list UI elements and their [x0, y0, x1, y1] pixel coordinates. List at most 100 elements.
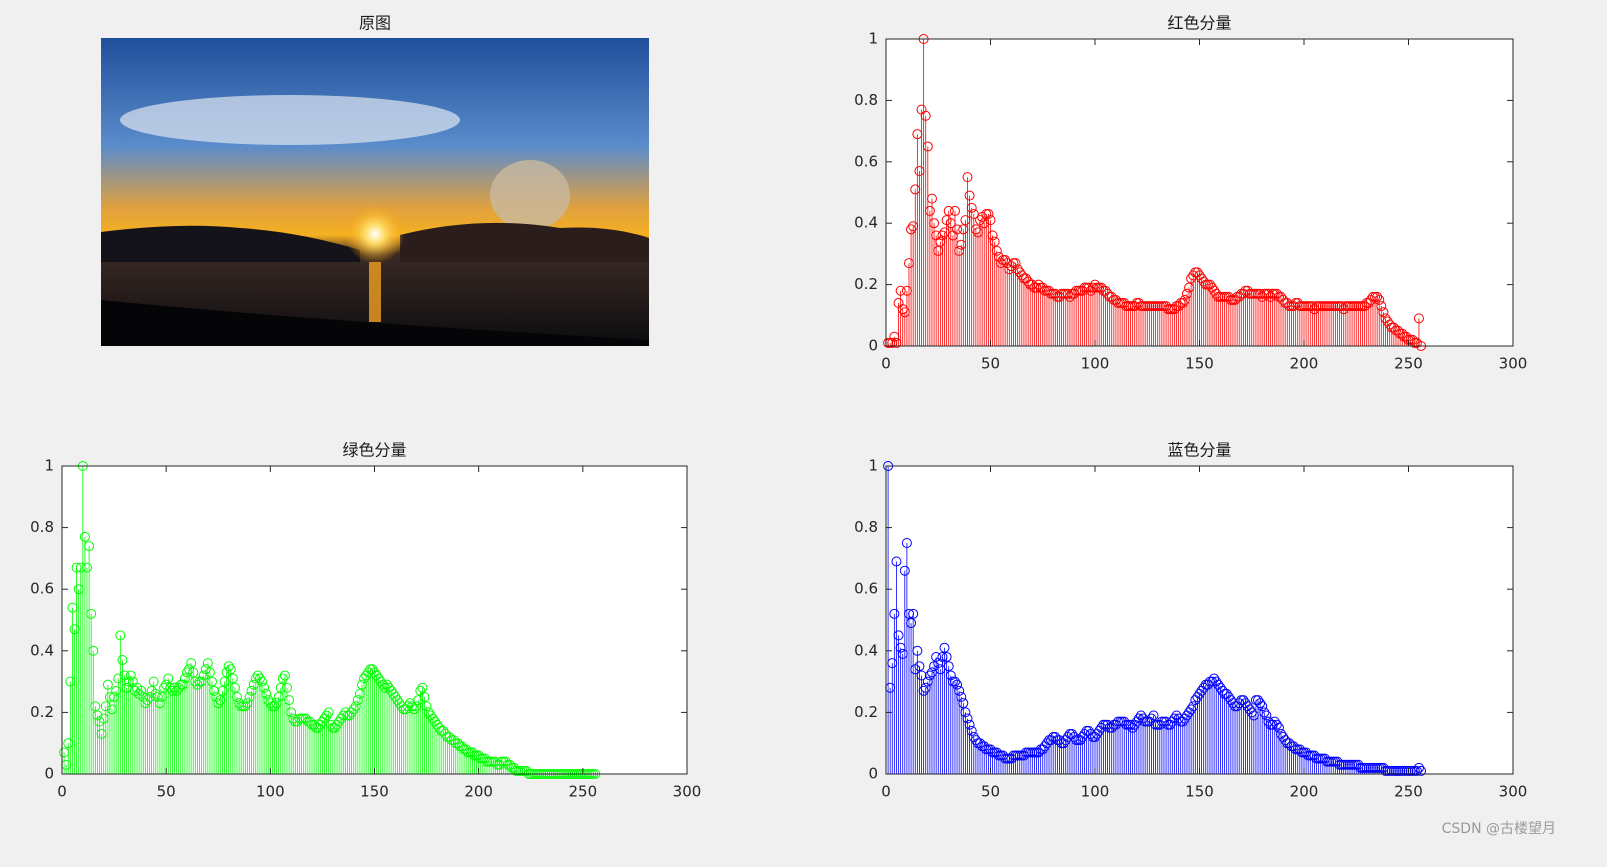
chart-title: 蓝色分量: [1167, 441, 1231, 460]
y-tick-label: 0.6: [854, 580, 878, 598]
stem-marker: [1010, 258, 1021, 269]
y-tick-label: 0: [868, 337, 878, 355]
stem-marker: [1372, 291, 1383, 302]
stem-marker: [893, 630, 904, 641]
image-panel: 原图: [101, 14, 649, 346]
stem-marker: [117, 655, 128, 666]
stem-marker: [261, 688, 272, 699]
x-tick-label: 200: [1290, 783, 1319, 801]
stem-marker: [86, 608, 97, 619]
stem-marker: [949, 676, 960, 687]
stem-marker: [84, 541, 95, 552]
stem-marker: [259, 682, 270, 693]
y-tick-label: 0: [868, 765, 878, 783]
stem-marker: [964, 719, 975, 730]
stem-marker: [926, 193, 937, 204]
y-tick-label: 0.4: [854, 641, 878, 659]
stem-marker: [284, 695, 295, 706]
stem-marker: [254, 673, 265, 684]
cloud: [490, 160, 570, 230]
watermark: CSDN @古楼望月: [1442, 821, 1556, 837]
y-tick-label: 0.4: [854, 214, 878, 232]
y-tick-label: 0.6: [854, 152, 878, 170]
stem-marker: [931, 651, 942, 662]
stem-marker: [232, 692, 242, 702]
x-tick-label: 300: [1499, 783, 1528, 801]
x-tick-label: 100: [1081, 355, 1110, 373]
stem-marker: [1374, 294, 1385, 305]
x-tick-label: 150: [1185, 355, 1214, 373]
stem-marker: [943, 205, 954, 216]
stem-marker: [929, 218, 940, 229]
y-tick-label: 0.6: [30, 580, 54, 598]
x-tick-label: 0: [881, 355, 891, 373]
stem-marker: [952, 679, 963, 690]
stem-marker: [891, 556, 902, 567]
y-tick-label: 1: [868, 30, 878, 48]
stem-marker: [1259, 707, 1270, 718]
x-tick-label: 50: [981, 355, 1000, 373]
x-tick-label: 250: [1394, 355, 1423, 373]
stem-marker: [421, 701, 432, 712]
stem-marker: [225, 664, 236, 675]
stem-marker: [163, 673, 174, 684]
stem-marker: [1416, 765, 1427, 776]
stem-marker: [922, 141, 933, 152]
sun: [345, 204, 405, 264]
stem-marker: [1271, 719, 1282, 730]
y-tick-label: 0.2: [854, 703, 878, 721]
stem-marker: [939, 642, 950, 653]
y-tick-label: 1: [44, 457, 54, 475]
stem-marker: [956, 692, 967, 702]
stem-marker: [419, 692, 430, 702]
stem-marker: [1273, 722, 1284, 733]
stem-marker: [150, 688, 161, 699]
stem-marker: [924, 205, 935, 216]
stem-marker: [943, 661, 954, 672]
stem-marker: [899, 565, 910, 576]
stem-marker: [223, 661, 234, 672]
x-tick-label: 100: [1081, 783, 1110, 801]
x-tick-label: 200: [464, 783, 493, 801]
stem-marker: [908, 608, 919, 619]
stem-marker: [82, 562, 92, 573]
x-tick-label: 50: [157, 783, 176, 801]
stem-marker: [962, 172, 973, 183]
stem-marker: [202, 658, 213, 669]
x-tick-label: 0: [881, 783, 891, 801]
y-tick-label: 0: [44, 765, 54, 783]
stem-marker: [964, 190, 975, 201]
stem-marker: [914, 661, 925, 672]
stem-chart: 0 50 100 150 200 250 300 0 0.2 0.4 0.6 0.8 1 绿色分量: [30, 441, 701, 801]
stem-marker: [90, 701, 101, 712]
stem-marker: [895, 285, 906, 296]
x-tick-label: 250: [1394, 783, 1423, 801]
stem-marker: [1413, 762, 1424, 773]
stem-marker: [79, 531, 90, 542]
stem-marker: [286, 707, 297, 718]
reflection: [369, 262, 381, 322]
stem-marker: [282, 682, 292, 693]
stem-marker: [148, 676, 159, 687]
x-tick-label: 200: [1290, 355, 1319, 373]
stem-chart: 0 50 100 150 200 250 300 0 0.2 0.4 0.6 0.8 1 红色分量: [854, 14, 1527, 373]
stem-marker: [417, 682, 428, 693]
stem-marker: [321, 710, 332, 721]
stem-marker: [1413, 313, 1424, 324]
stem-marker: [1376, 301, 1387, 312]
y-tick-label: 1: [868, 457, 878, 475]
y-tick-label: 0.2: [30, 703, 54, 721]
stem-marker: [960, 707, 971, 718]
x-tick-label: 150: [1185, 783, 1214, 801]
stem-marker: [279, 670, 290, 681]
stem-marker: [207, 676, 217, 687]
stem-marker: [916, 670, 927, 681]
stem-marker: [92, 710, 103, 721]
stem-marker: [1255, 698, 1266, 709]
x-tick-label: 300: [1499, 355, 1528, 373]
stem-marker: [323, 707, 334, 718]
stem-marker: [901, 538, 912, 548]
clouds-low: [400, 222, 649, 262]
stem-marker: [983, 208, 994, 219]
